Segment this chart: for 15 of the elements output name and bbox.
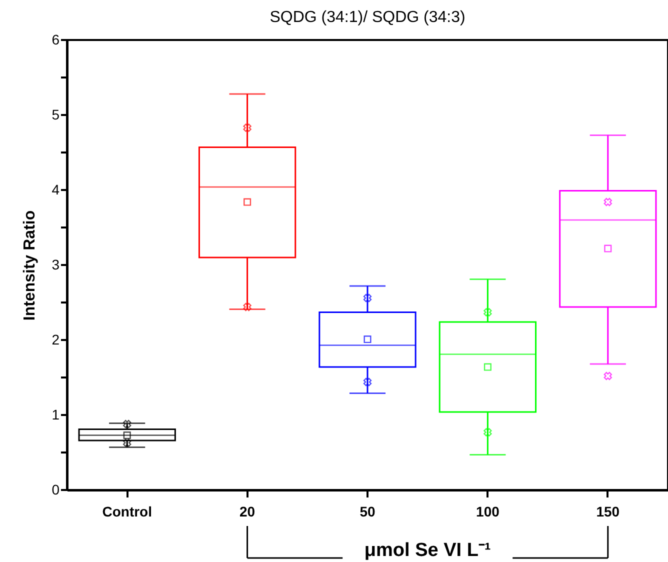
y-tick-label: 5 [52,106,60,122]
y-tick-label: 3 [52,256,60,272]
y-axis-title: Intensity Ratio [22,210,39,321]
chart-title: SQDG (34:1)/ SQDG (34:3) [270,9,466,26]
x-tick-label: Control [102,504,152,520]
y-tick-label: 0 [52,482,60,498]
x-tick-label: 150 [596,504,620,520]
y-tick-label: 4 [52,182,60,198]
y-tick-label: 6 [52,32,60,48]
x-tick-label: 100 [476,504,500,520]
x-tick-label: 20 [240,504,256,520]
y-tick-label: 1 [52,406,60,422]
x-axis-title: μmol Se VI L⁻¹ [364,540,491,561]
x-tick-label: 50 [360,504,376,520]
y-tick-label: 2 [52,332,60,348]
